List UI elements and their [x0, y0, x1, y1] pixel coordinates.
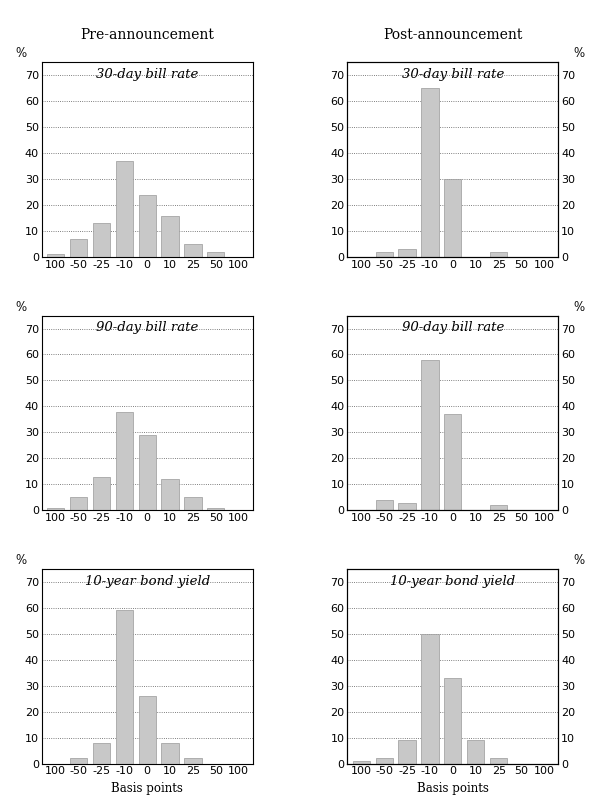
Bar: [421, 633, 439, 764]
Bar: [421, 88, 439, 257]
Bar: [207, 252, 224, 257]
Bar: [47, 254, 64, 257]
Text: 30-day bill rate: 30-day bill rate: [96, 68, 199, 81]
Text: %: %: [15, 47, 26, 60]
Text: 10-year bond yield: 10-year bond yield: [85, 574, 210, 588]
Bar: [139, 435, 156, 510]
Text: %: %: [574, 554, 585, 567]
Bar: [490, 758, 508, 764]
X-axis label: Basis points: Basis points: [111, 782, 183, 795]
Bar: [467, 740, 484, 764]
Bar: [70, 239, 87, 257]
Text: %: %: [15, 301, 26, 313]
Text: 10-year bond yield: 10-year bond yield: [390, 574, 515, 588]
Bar: [376, 252, 393, 257]
Bar: [398, 740, 416, 764]
Text: %: %: [15, 554, 26, 567]
Bar: [139, 194, 156, 257]
Bar: [421, 360, 439, 510]
Text: %: %: [574, 47, 585, 60]
Bar: [92, 743, 110, 764]
Bar: [116, 411, 133, 510]
Bar: [161, 743, 179, 764]
Bar: [376, 758, 393, 764]
Bar: [184, 758, 202, 764]
Text: %: %: [574, 301, 585, 313]
Bar: [116, 161, 133, 257]
Bar: [376, 500, 393, 510]
Text: Post-announcement: Post-announcement: [383, 28, 523, 42]
Text: Pre-announcement: Pre-announcement: [80, 28, 214, 42]
Text: 90-day bill rate: 90-day bill rate: [96, 322, 199, 335]
Bar: [398, 502, 416, 510]
Bar: [444, 179, 461, 257]
Bar: [353, 761, 370, 764]
Text: 30-day bill rate: 30-day bill rate: [401, 68, 504, 81]
Bar: [139, 696, 156, 764]
Bar: [444, 414, 461, 510]
Bar: [490, 505, 508, 510]
Bar: [398, 249, 416, 257]
X-axis label: Basis points: Basis points: [417, 782, 489, 795]
Bar: [92, 476, 110, 510]
Bar: [490, 252, 508, 257]
Bar: [161, 215, 179, 257]
Bar: [47, 508, 64, 510]
Bar: [70, 497, 87, 510]
Bar: [70, 758, 87, 764]
Text: 90-day bill rate: 90-day bill rate: [401, 322, 504, 335]
Bar: [161, 480, 179, 510]
Bar: [444, 678, 461, 764]
Bar: [184, 244, 202, 257]
Bar: [92, 224, 110, 257]
Bar: [184, 497, 202, 510]
Bar: [207, 508, 224, 510]
Bar: [116, 611, 133, 764]
